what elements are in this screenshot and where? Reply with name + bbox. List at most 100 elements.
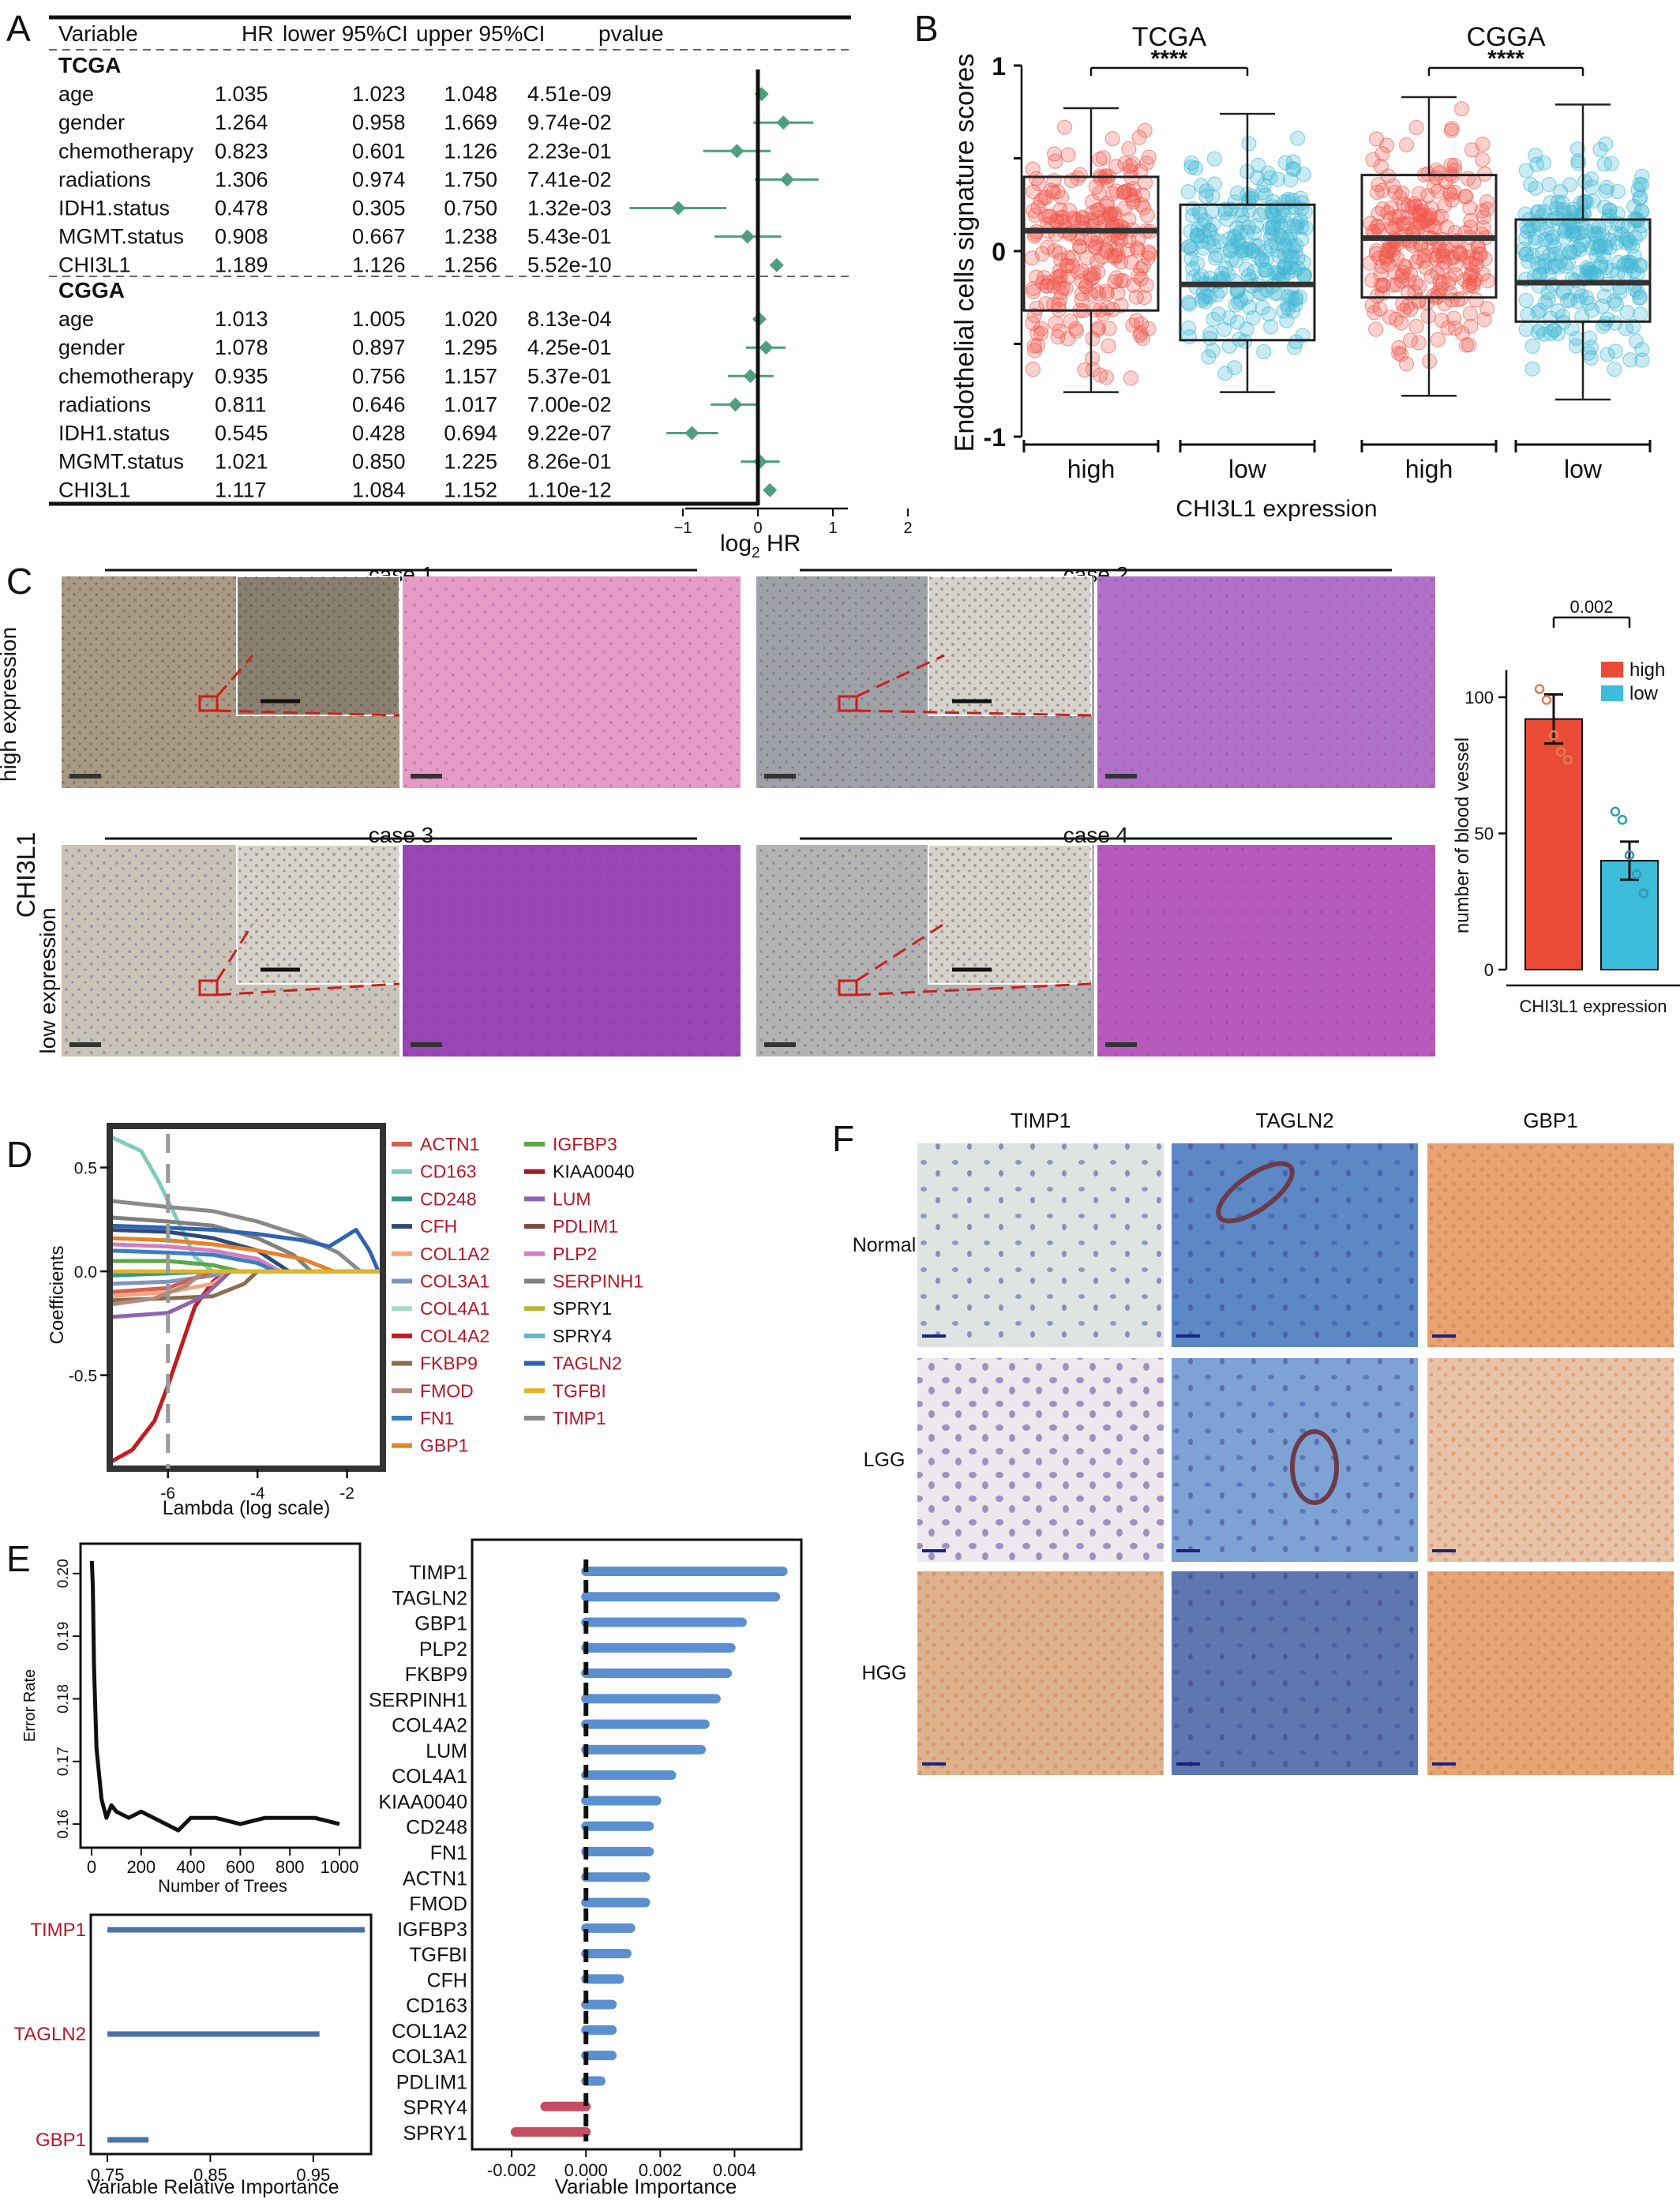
row-variable: MGMT.status	[58, 225, 184, 249]
b-point	[1046, 296, 1062, 312]
b-point	[1416, 247, 1433, 264]
b-point	[1113, 298, 1129, 313]
c-he-texture	[403, 576, 741, 788]
table-header-1: HR	[242, 21, 273, 46]
e-imp-label: TIMP1	[409, 1562, 467, 1584]
hr-marker	[728, 397, 743, 412]
b-point	[1408, 221, 1424, 237]
b-point	[1536, 155, 1552, 171]
c-pvalue: 0.002	[1569, 597, 1613, 617]
b-point	[1634, 168, 1650, 184]
b-point	[1229, 314, 1246, 330]
row-pvalue: 4.25e-01	[527, 336, 612, 359]
b-point	[1631, 290, 1648, 306]
b-point	[1245, 310, 1261, 326]
b-point	[1388, 217, 1404, 233]
b-point	[1518, 321, 1534, 337]
e-imp-label: SPRY1	[403, 2122, 467, 2145]
c-zoom-line	[216, 923, 254, 981]
b-point	[1183, 241, 1200, 257]
b-point	[1463, 220, 1479, 235]
row-hr: 0.823	[215, 139, 268, 163]
b-point	[1181, 320, 1197, 336]
hr-marker	[769, 257, 784, 272]
b-point	[1622, 352, 1638, 368]
b-point	[1060, 250, 1076, 265]
b-point	[1187, 160, 1204, 176]
b-point	[1453, 246, 1468, 262]
row-upper-ci: 1.225	[444, 450, 497, 474]
b-point	[1047, 242, 1063, 258]
b-point	[1632, 190, 1648, 206]
e-imp-label: COL4A1	[392, 1766, 467, 1788]
b-point	[1136, 290, 1152, 306]
e-imp-label: TGFBI	[409, 1944, 467, 1966]
b-point	[1518, 163, 1534, 178]
b-point	[1067, 321, 1084, 336]
b-point	[1040, 239, 1056, 255]
b-point	[1107, 206, 1123, 222]
e-imp-label: GBP1	[414, 1613, 467, 1635]
b-point	[1125, 156, 1141, 172]
d-legend-label: CFH	[420, 1216, 457, 1237]
c-bar-y-tick-label: 100	[1464, 688, 1494, 707]
b-category-label: high	[1067, 455, 1116, 483]
b-point	[1102, 235, 1118, 251]
b-point	[1430, 332, 1446, 347]
b-point	[1378, 137, 1395, 153]
e-error-y-axis-label: Error Rate	[21, 1669, 39, 1742]
b-point	[1373, 266, 1389, 283]
b-point	[1095, 150, 1112, 166]
b-point	[1621, 254, 1637, 270]
b-point	[1104, 131, 1120, 147]
b-point	[1365, 152, 1381, 167]
row-pvalue: 2.23e-01	[527, 139, 612, 163]
b-point	[1570, 153, 1586, 169]
d-legend-label: CD163	[420, 1162, 477, 1182]
b-point	[1373, 277, 1389, 293]
b-point	[1610, 206, 1626, 222]
b-point	[1517, 206, 1533, 222]
c-row-label: high expression	[0, 627, 21, 782]
f-micrograph-texture	[1427, 1571, 1674, 1775]
b-point	[1434, 275, 1450, 291]
row-pvalue: 1.32e-03	[527, 197, 612, 220]
b-point	[1462, 306, 1478, 321]
e-error-x-tick-label: 600	[226, 1857, 255, 1877]
row-lower-ci: 0.646	[352, 392, 406, 416]
b-point	[1248, 218, 1264, 234]
c-scale-bar	[411, 1042, 442, 1047]
b-point	[1123, 254, 1139, 270]
b-point	[1468, 251, 1484, 267]
panel-label-b: B	[914, 8, 939, 49]
b-point	[1101, 321, 1117, 336]
b-point	[1128, 289, 1144, 305]
panel-label-d: D	[6, 1134, 32, 1175]
b-point	[1137, 122, 1153, 138]
b-point	[1453, 291, 1469, 307]
b-point	[1396, 257, 1412, 274]
b-box	[1179, 203, 1316, 342]
d-legend-label: FN1	[420, 1408, 454, 1428]
row-hr: 0.811	[215, 392, 267, 416]
b-point	[1524, 338, 1540, 355]
b-point	[1454, 101, 1470, 117]
c-bar-point	[1610, 806, 1621, 817]
b-point	[1276, 208, 1292, 223]
row-lower-ci: 1.005	[352, 307, 406, 331]
b-point	[1518, 292, 1534, 308]
c-inset-texture	[237, 845, 399, 984]
b-box	[1022, 175, 1160, 312]
e-imp-x-tick-label: -0.002	[487, 2160, 536, 2180]
b-point	[1091, 286, 1107, 302]
forest-axis-sub: 2	[752, 545, 760, 561]
b-point	[1531, 204, 1547, 220]
panel-f: F TIMP1 TAGLN2 GBP1 Normal LGG HGG	[832, 1109, 1674, 1775]
panel-a: A Variable HR lower 95%CI upper 95%CI pvalue T…	[6, 8, 913, 561]
b-point	[1398, 137, 1415, 153]
b-point	[1607, 315, 1623, 331]
b-point	[1438, 173, 1453, 190]
b-point	[1420, 217, 1436, 233]
row-pvalue: 1.10e-12	[527, 479, 612, 502]
b-point	[1619, 305, 1635, 321]
